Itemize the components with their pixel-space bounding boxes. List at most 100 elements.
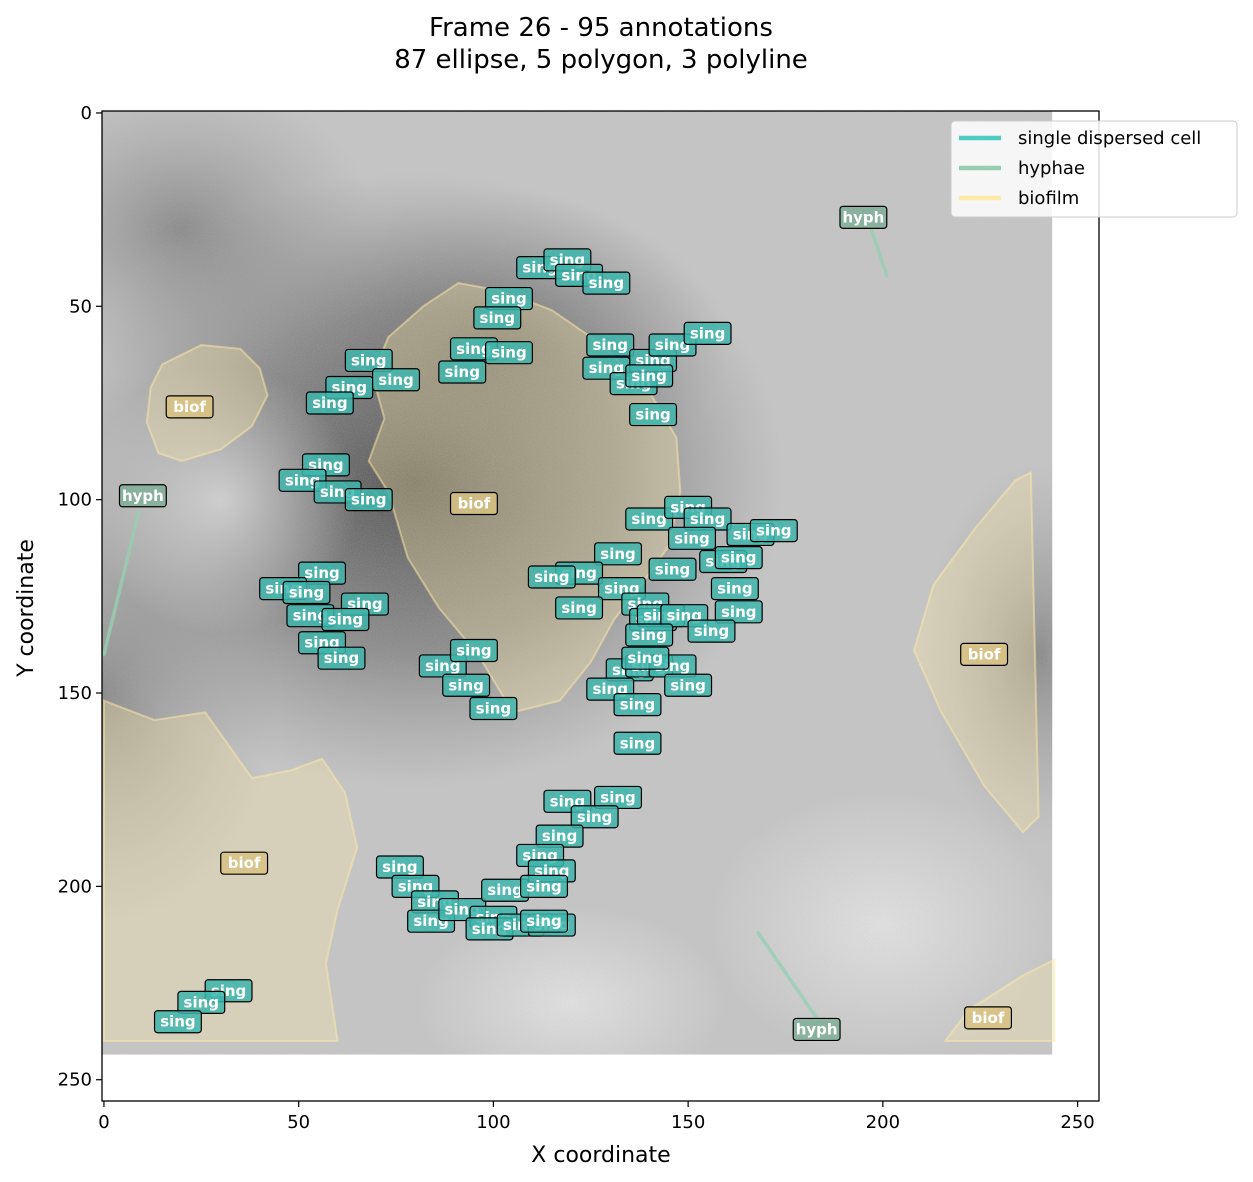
cell-label-42: sing [282, 580, 331, 605]
cell-label-81: sing [481, 878, 530, 902]
cell-label-45-box [321, 607, 370, 632]
cell-label-45: sing [321, 607, 370, 632]
x-axis-label: X coordinate [531, 1143, 670, 1168]
cell-label-42-text: sing [289, 583, 325, 601]
hyphae-label-3: hyph [792, 1017, 841, 1042]
biofilm-label-1-text: biof [173, 398, 206, 416]
cell-label-34-box [714, 546, 763, 570]
cell-label-9-box [438, 360, 487, 384]
cell-label-70-text: sing [577, 808, 613, 826]
cell-label-85-box [520, 909, 569, 933]
biofilm-label-2-text: biof [458, 495, 491, 513]
hyphae-label-2-box [118, 484, 167, 508]
cell-label-16-box [625, 364, 674, 388]
cell-label-87: sing [177, 990, 226, 1014]
biofilm-label-5: biof [964, 1006, 1013, 1030]
cell-label-88-box [153, 1010, 202, 1034]
cell-label-29-box [668, 526, 717, 550]
cell-label-61: sing [621, 646, 670, 670]
hyphae-label-2: hyph [118, 484, 167, 508]
cell-label-63: sing [442, 673, 491, 697]
y-tick-label-50: 50 [69, 296, 92, 317]
x-tick-label-0: 0 [98, 1112, 109, 1133]
cell-label-82: sing [520, 874, 569, 898]
cell-label-43-text: sing [293, 607, 329, 625]
biofilm-label-3-text: biof [228, 854, 261, 872]
x-tick-label-50: 50 [287, 1112, 310, 1133]
axes-frame [101, 110, 1100, 1102]
legend-label-1: single dispersed cell [1018, 128, 1201, 149]
cell-label-42-box [282, 580, 331, 605]
cell-label-67: sing [613, 731, 662, 755]
hyphae-label-2-text: hyph [122, 487, 164, 505]
cell-label-71: sing [535, 824, 584, 848]
cell-label-33-box [749, 518, 798, 543]
cell-label-67-box [613, 731, 662, 755]
cell-label-6-box [473, 306, 522, 330]
cell-label-55: sing [687, 619, 736, 643]
y-axis-ticks: 0 50 100 150 200 250 [58, 103, 102, 1091]
cell-label-20-box [372, 368, 421, 392]
cell-label-54-box [625, 623, 674, 647]
biofilm-label-4-box [960, 642, 1009, 666]
cell-label-17-box [629, 402, 678, 427]
biofilm-label-3: biof [220, 851, 269, 875]
cell-label-21-text: sing [312, 394, 348, 412]
cell-label-57-text: sing [456, 641, 492, 659]
cell-label-74-text: sing [382, 858, 418, 876]
cell-label-85: sing [520, 909, 569, 933]
hyphae-polyline-3 [756, 931, 827, 1032]
cell-label-13-box [683, 321, 732, 345]
cell-label-20: sing [372, 368, 421, 392]
cell-label-47-text: sing [324, 649, 360, 667]
y-tick-label-150: 150 [58, 683, 92, 704]
cell-label-66: sing [664, 673, 713, 697]
cell-label-65-text: sing [620, 696, 656, 714]
cell-label-7-text: sing [456, 340, 492, 358]
cell-label-45-text: sing [328, 611, 364, 629]
cell-label-82-text: sing [526, 877, 562, 895]
cell-label-29-text: sing [674, 529, 710, 547]
cell-label-54: sing [625, 623, 674, 647]
cell-label-37-box [527, 565, 576, 589]
x-axis-ticks: 0 50 100 150 200 250 [98, 1101, 1095, 1133]
cell-label-69: sing [594, 785, 643, 810]
chart-title: Frame 26 - 95 annotations 87 ellipse, 5 … [394, 13, 808, 75]
cell-label-53-box [714, 600, 763, 624]
cell-label-70-box [570, 805, 619, 829]
cell-label-13-text: sing [690, 324, 726, 342]
cell-label-17-text: sing [635, 406, 671, 424]
cell-label-5-text: sing [491, 290, 527, 308]
y-axis-label: Y coordinate [14, 539, 39, 678]
x-tick-label-150: 150 [671, 1112, 705, 1133]
cell-label-10-box [586, 333, 635, 357]
cell-label-35: sing [648, 557, 697, 581]
cell-label-18-text: sing [351, 351, 387, 369]
cell-label-53: sing [714, 600, 763, 624]
cell-label-66-box [664, 673, 713, 697]
cell-label-12-text: sing [655, 336, 691, 354]
cell-label-39-box [710, 576, 759, 601]
hyphae-label-1: hyph [839, 205, 888, 229]
cell-label-21-box [305, 391, 354, 415]
cell-label-64-box [469, 696, 518, 721]
cell-label-6-text: sing [480, 309, 516, 327]
cell-label-48-text: sing [561, 599, 597, 617]
cell-label-48-box [555, 596, 604, 620]
cell-label-69-text: sing [600, 788, 636, 806]
legend: single dispersed cell hyphae biofilm [950, 120, 1238, 218]
cell-label-67-text: sing [620, 734, 656, 752]
legend-label-3: biofilm [1018, 188, 1079, 209]
cell-label-82-box [520, 874, 569, 898]
cell-label-28: sing [683, 507, 732, 531]
cell-label-33-text: sing [756, 522, 792, 540]
cell-label-33: sing [749, 518, 798, 543]
cell-label-9-text: sing [444, 363, 480, 381]
cell-label-55-box [687, 619, 736, 643]
cell-label-39-text: sing [717, 580, 753, 598]
cell-label-18: sing [344, 348, 393, 373]
cell-label-63-box [442, 673, 491, 697]
biofilm-label-2-box [449, 491, 498, 516]
hyphae-label-1-box [839, 205, 888, 229]
